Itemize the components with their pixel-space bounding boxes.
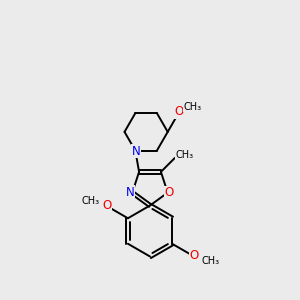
- Text: O: O: [165, 186, 174, 199]
- Text: CH₃: CH₃: [202, 256, 220, 266]
- Text: O: O: [174, 105, 183, 118]
- Text: N: N: [126, 185, 135, 199]
- Text: N: N: [131, 145, 140, 158]
- Text: O: O: [189, 249, 199, 262]
- Text: CH₃: CH₃: [184, 102, 202, 112]
- Text: CH₃: CH₃: [175, 150, 194, 160]
- Text: O: O: [103, 199, 112, 212]
- Text: CH₃: CH₃: [82, 196, 100, 206]
